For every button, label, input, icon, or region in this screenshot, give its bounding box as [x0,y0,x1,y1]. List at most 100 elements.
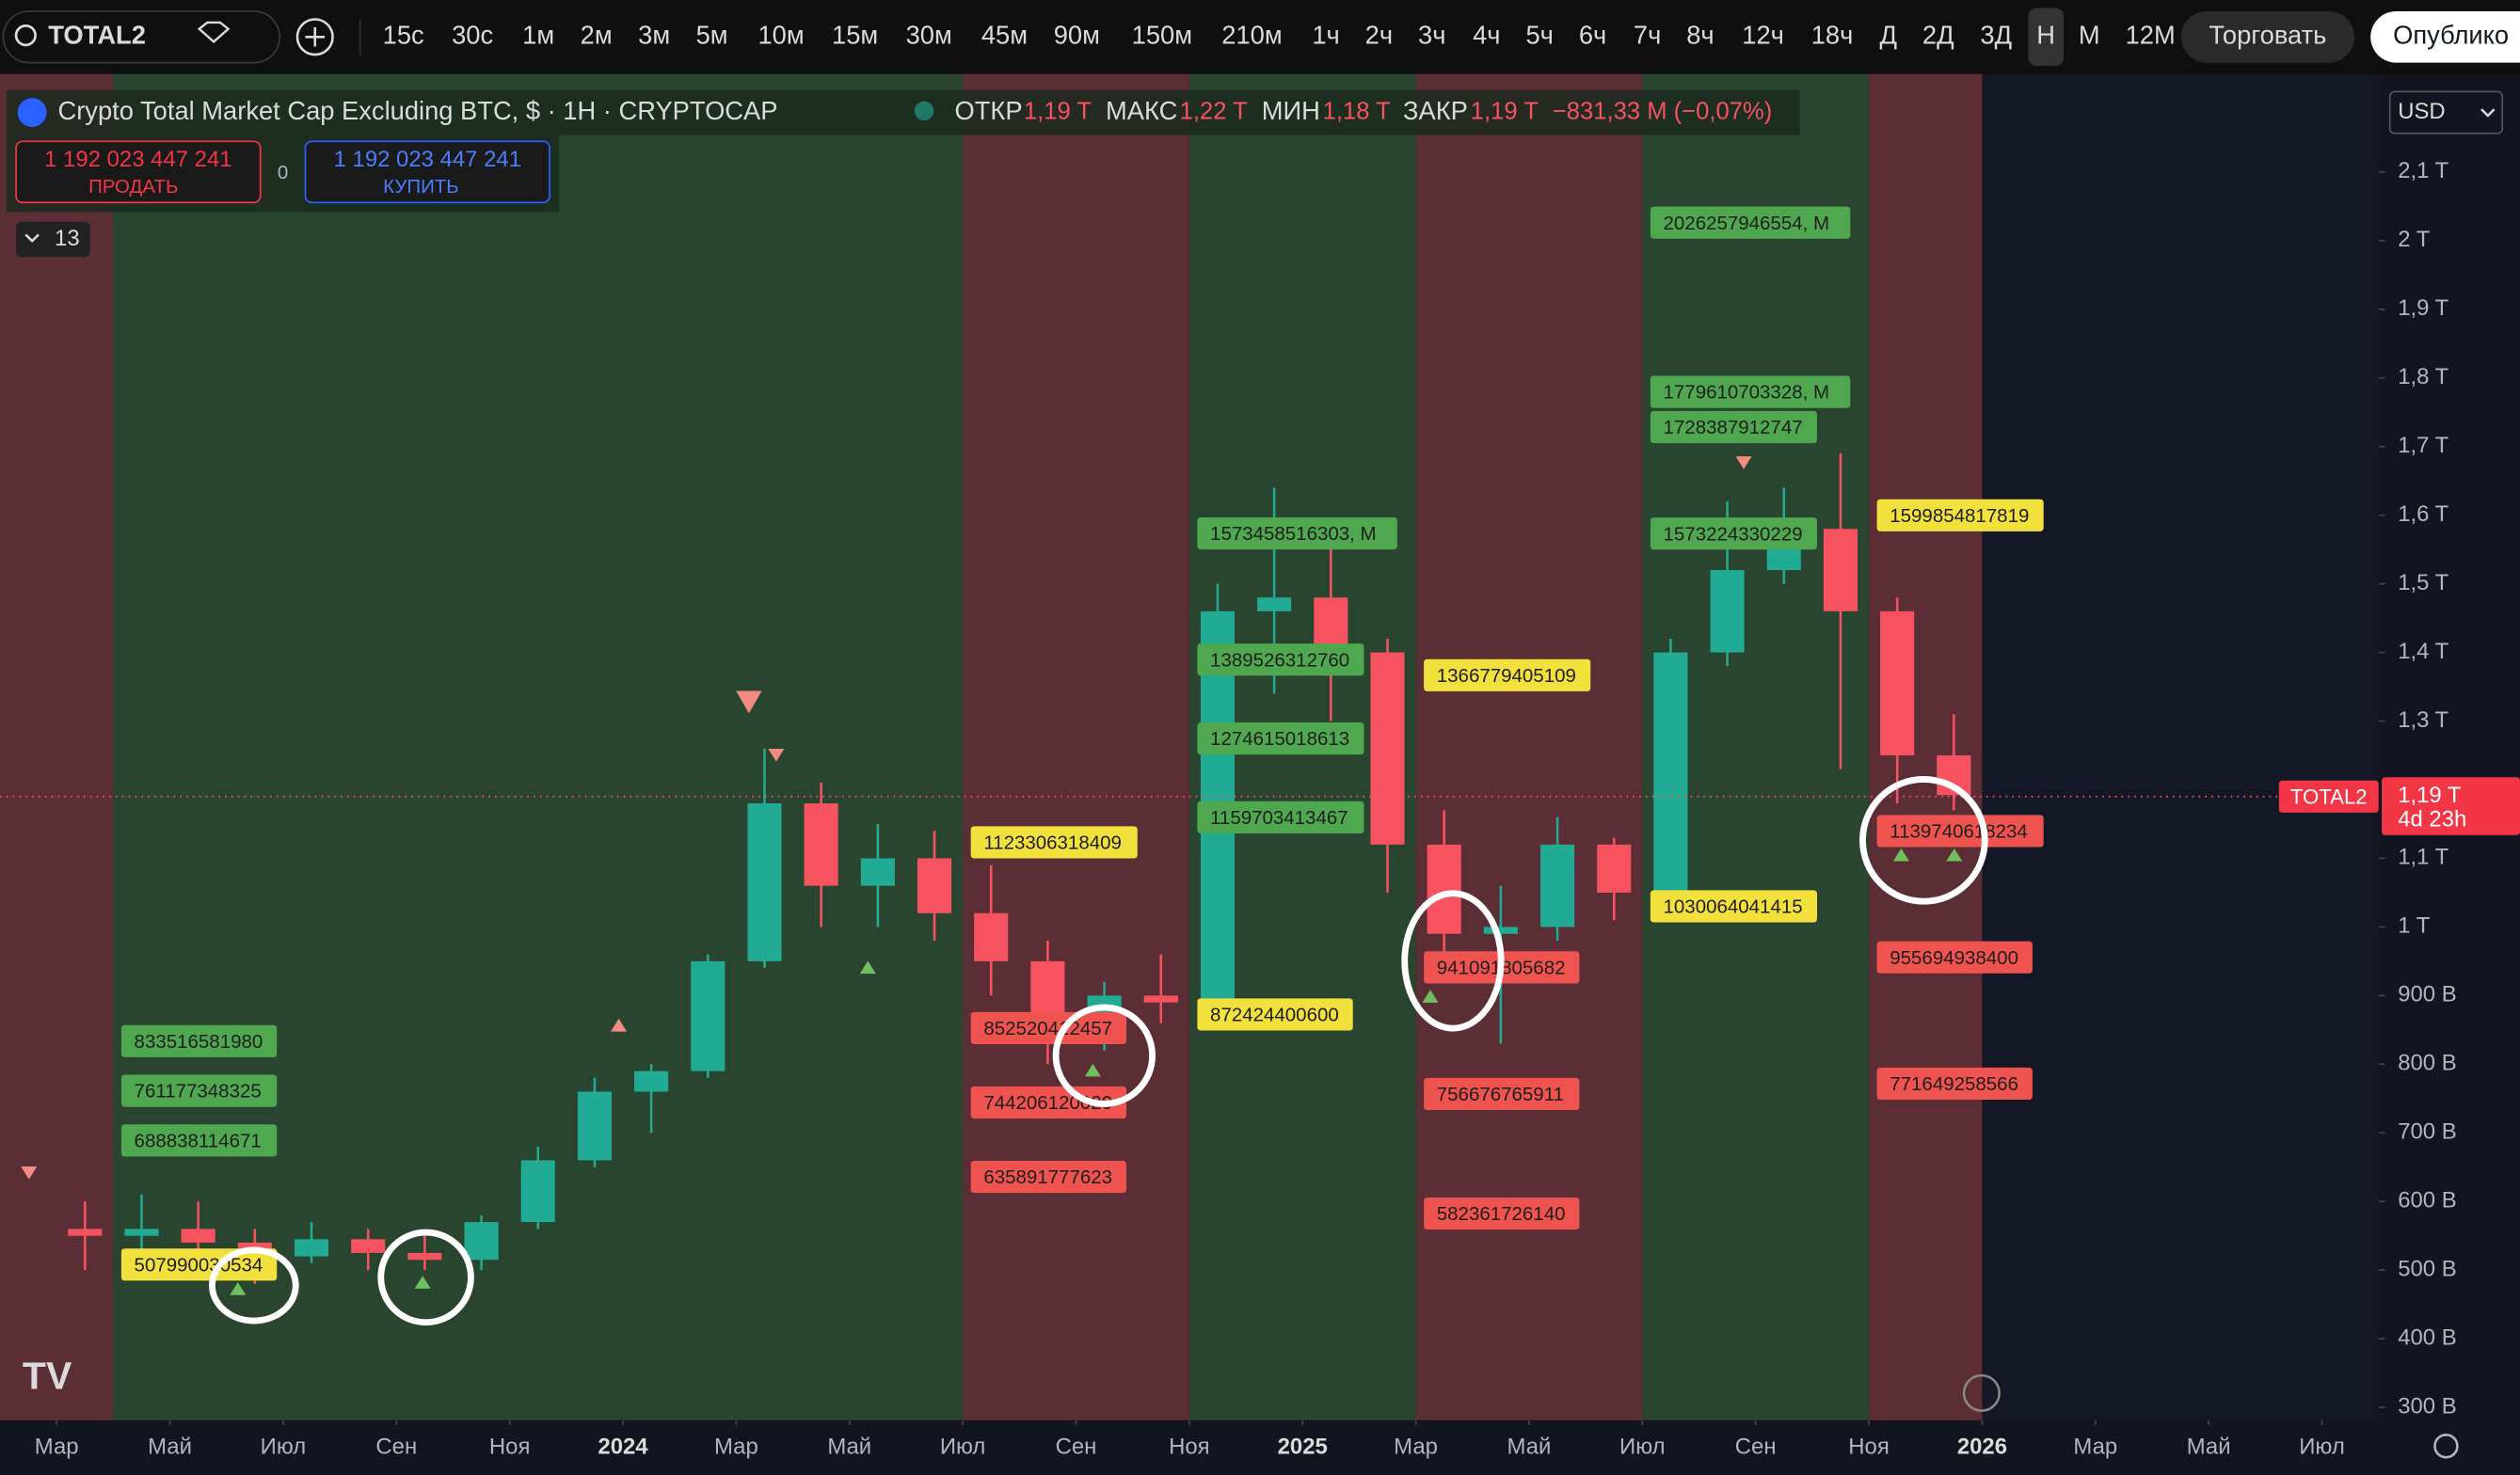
level-label: 872424400600 [1210,1005,1339,1026]
level-tag [970,826,1138,859]
sell-signal [1735,456,1752,469]
interval[interactable]: 30с [452,21,493,50]
level-label: 507990030534 [135,1254,263,1276]
interval[interactable]: Д [1880,21,1897,50]
interval[interactable]: 2ч [1365,21,1393,50]
x-tick-label: Май [148,1434,192,1459]
currency-select[interactable] [2388,90,2504,135]
level-tag [1876,815,2044,848]
candle-body [520,1160,555,1223]
interval[interactable]: М [2079,21,2100,50]
buy-button[interactable] [304,140,550,204]
x-tick-label: 2025 [1278,1434,1328,1459]
y-tick-label: 1 T [2398,913,2431,939]
interval[interactable]: 15м [832,21,878,50]
interval[interactable]: 2Д [1922,21,1954,50]
interval[interactable]: 5ч [1525,21,1553,50]
interval[interactable]: 45м [981,21,1028,50]
candle-body [1143,995,1178,1003]
interval[interactable]: 7ч [1634,21,1661,50]
candle-body [917,858,952,913]
buy-signal [1892,848,1909,862]
publish-button[interactable] [2370,10,2520,63]
interval[interactable]: 6ч [1579,21,1606,50]
interval[interactable]: Н [2036,21,2055,50]
level-label: 1123306318409 [983,833,1122,854]
interval[interactable]: 210м [1221,21,1282,50]
sell-label: ПРОДАТЬ [88,176,178,198]
legend-value: 1,18 T [1323,98,1391,124]
y-tick-label: 2,1 T [2398,158,2448,183]
trade-button[interactable] [2180,10,2355,63]
interval[interactable]: 12М [2126,21,2176,50]
candle-body [577,1091,612,1161]
price-scale [2378,73,2520,1420]
interval[interactable]: 18ч [1811,21,1854,50]
interval[interactable]: 150м [1132,21,1192,50]
legend-label: ОТКР [954,96,1022,125]
signal-markers [21,456,1963,1295]
sell-signal [21,1166,38,1180]
y-tick-label: 1,6 T [2398,501,2448,527]
annotations [209,775,1988,1326]
level-tag [1650,890,1817,923]
add-icon[interactable] [295,18,334,56]
plot-area [0,73,2379,1420]
buy-signal [1422,990,1439,1003]
interval[interactable]: 3ч [1418,21,1445,50]
x-tick-label: Мар [35,1434,79,1459]
interval[interactable]: 4ч [1473,21,1500,50]
y-tick-label: 400 B [2398,1324,2456,1350]
interval[interactable]: 15с [383,21,424,50]
interval[interactable]: 12ч [1742,21,1784,50]
y-tick-label: 900 B [2398,982,2456,1007]
legend-label: МАКС [1106,96,1177,125]
time-scale [0,1419,2520,1475]
y-tick-label: 2 T [2398,227,2431,252]
y-tick-label: 1,8 T [2398,364,2448,389]
x-axis: Мар Май Июл Сен Ноя 2024 Мар Май Июл Сен Ноя 2025 Ма… [35,1419,2345,1459]
interval[interactable]: 1м [522,21,554,50]
level-label: 1274615018613 [1210,728,1349,750]
premium-icon [197,21,231,44]
level-tag [970,1160,1126,1194]
symbol-search[interactable] [2,10,281,64]
level-label: 582361726140 [1437,1203,1566,1225]
level-tag [1197,722,1364,755]
x-tick-label: Май [827,1434,871,1459]
interval[interactable]: 3м [638,21,670,50]
interval[interactable]: 10м [758,21,804,50]
level-tag [1650,375,1851,408]
candle-body [804,803,838,886]
price-tag [2382,777,2520,835]
trade-label: Торговать [2209,21,2326,50]
level-tag [1424,658,1591,691]
y-axis: 2,1 T 2 T 1,9 T 1,8 T 1,7 T 1,6 T 1,5 T 1,4 T 1,… [2378,158,2457,1419]
legend-bg [6,89,1800,135]
interval[interactable]: 1ч [1312,21,1339,50]
legend-label: ЗАКР [1403,96,1468,125]
interval[interactable]: 90м [1054,21,1100,50]
sell-button[interactable] [15,140,262,204]
level-label: 2026257946554, M [1664,213,1830,234]
legend-value: 1,19 T [1024,98,1092,124]
level-label: 1728387912747 [1664,417,1803,438]
level-label: 1599854817819 [1890,505,2029,527]
level-label: 955694938400 [1890,947,2018,969]
indicators-toggle[interactable] [16,221,90,258]
publish-label: Опублико [2393,21,2509,50]
x-tick-label: Июл [261,1434,307,1459]
interval[interactable]: 8ч [1686,21,1714,50]
candle-body [1427,844,1461,934]
sell-signal [768,748,785,762]
x-tick-label: Май [1507,1434,1552,1459]
interval[interactable]: 5м [696,21,728,50]
interval[interactable]: 30м [906,21,952,50]
interval[interactable]: 2м [581,21,613,50]
settings-icon[interactable] [2433,1434,2459,1459]
candle-body [1539,844,1575,928]
x-tick-label: Июл [940,1434,986,1459]
interval[interactable]: 3Д [1980,21,2012,50]
replay-icon[interactable] [1962,1373,2001,1412]
